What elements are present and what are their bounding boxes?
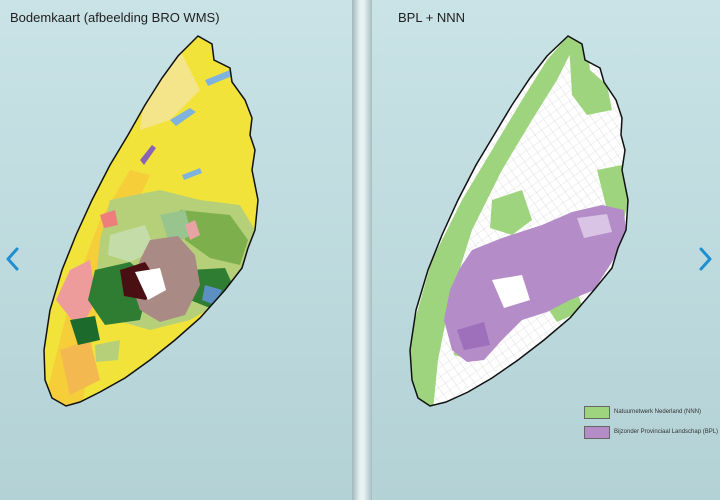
legend-label-bpl: Bijzonder Provinciaal Landschap (BPL) <box>614 429 719 435</box>
island-outline <box>409 35 629 407</box>
soil-map <box>43 35 259 407</box>
chevron-right-icon[interactable] <box>694 246 716 272</box>
soil-map-panel: Bodemkaart (afbeelding BRO WMS) <box>0 0 352 500</box>
legend-swatch-bpl <box>584 425 610 439</box>
chevron-left-icon[interactable] <box>2 246 24 272</box>
legend-item-nnn: Natuurnetwerk Nederland (NNN) <box>584 402 716 422</box>
map-legend: Natuurnetwerk Nederland (NNN) Bijzonder … <box>584 402 719 442</box>
legend-item-bpl: Bijzonder Provinciaal Landschap (BPL) <box>584 422 719 442</box>
bpl-nnn-panel: BPL + NNN Natuurnetwerk Nederland (NNN) … <box>372 0 720 500</box>
legend-swatch-nnn <box>584 405 610 419</box>
bpl-nnn-map <box>409 35 629 407</box>
bpl-nnn-title: BPL + NNN <box>398 10 466 25</box>
panel-divider <box>352 0 372 500</box>
legend-label-nnn: Natuurnetwerk Nederland (NNN) <box>614 409 702 415</box>
soil-map-title: Bodemkaart (afbeelding BRO WMS) <box>10 10 220 25</box>
island-outline <box>43 35 259 407</box>
